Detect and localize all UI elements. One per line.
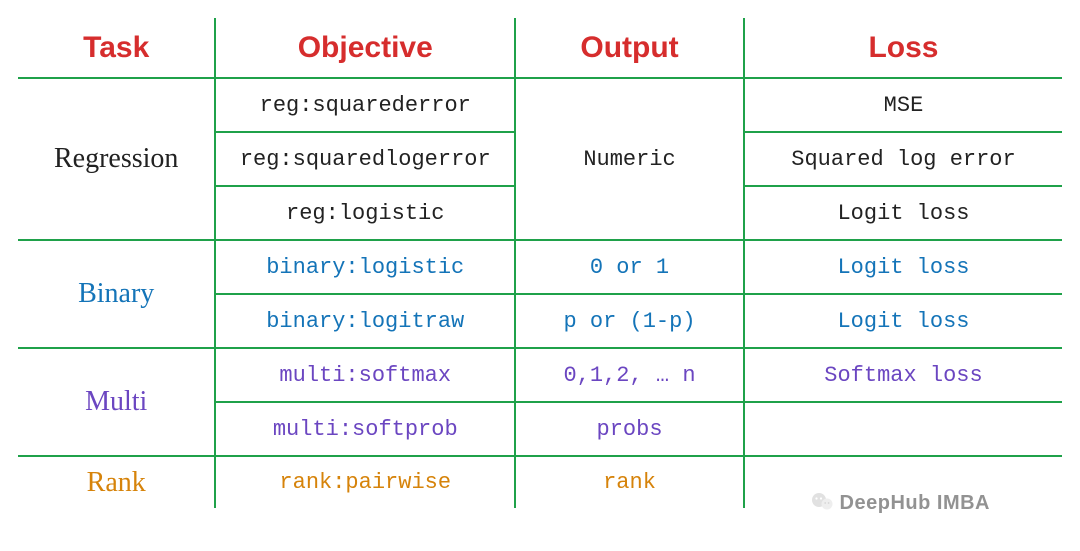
objective-cell: reg:logistic <box>215 186 515 240</box>
output-cell: Numeric <box>515 78 744 240</box>
output-cell: probs <box>515 402 744 456</box>
table-body: Regression reg:squarederror Numeric MSE … <box>16 78 1064 510</box>
output-cell: 0,1,2, … n <box>515 348 744 402</box>
table-row: Multi multi:softmax 0,1,2, … n Softmax l… <box>16 348 1064 402</box>
objective-cell: reg:squaredlogerror <box>215 132 515 186</box>
objective-cell: binary:logitraw <box>215 294 515 348</box>
header-task: Task <box>16 16 215 78</box>
table-row: Rank rank:pairwise rank <box>16 456 1064 510</box>
loss-cell: Softmax loss <box>744 348 1064 402</box>
task-label-multi: Multi <box>16 348 215 456</box>
objective-cell: multi:softmax <box>215 348 515 402</box>
loss-cell: Logit loss <box>744 186 1064 240</box>
table-row: Regression reg:squarederror Numeric MSE <box>16 78 1064 132</box>
output-cell: rank <box>515 456 744 510</box>
loss-cell <box>744 402 1064 456</box>
task-label-regression: Regression <box>16 78 215 240</box>
objective-cell: multi:softprob <box>215 402 515 456</box>
table-header-row: Task Objective Output Loss <box>16 16 1064 78</box>
header-output: Output <box>515 16 744 78</box>
header-objective: Objective <box>215 16 515 78</box>
objective-cell: reg:squarederror <box>215 78 515 132</box>
output-cell: 0 or 1 <box>515 240 744 294</box>
table-row: Binary binary:logistic 0 or 1 Logit loss <box>16 240 1064 294</box>
header-loss: Loss <box>744 16 1064 78</box>
objective-cell: binary:logistic <box>215 240 515 294</box>
loss-cell: Logit loss <box>744 294 1064 348</box>
xgboost-objectives-table: Task Objective Output Loss Regression re… <box>14 14 1066 512</box>
objective-cell: rank:pairwise <box>215 456 515 510</box>
loss-cell: MSE <box>744 78 1064 132</box>
task-label-binary: Binary <box>16 240 215 348</box>
loss-cell <box>744 456 1064 510</box>
task-label-rank: Rank <box>16 456 215 510</box>
loss-cell: Squared log error <box>744 132 1064 186</box>
output-cell: p or (1-p) <box>515 294 744 348</box>
loss-cell: Logit loss <box>744 240 1064 294</box>
